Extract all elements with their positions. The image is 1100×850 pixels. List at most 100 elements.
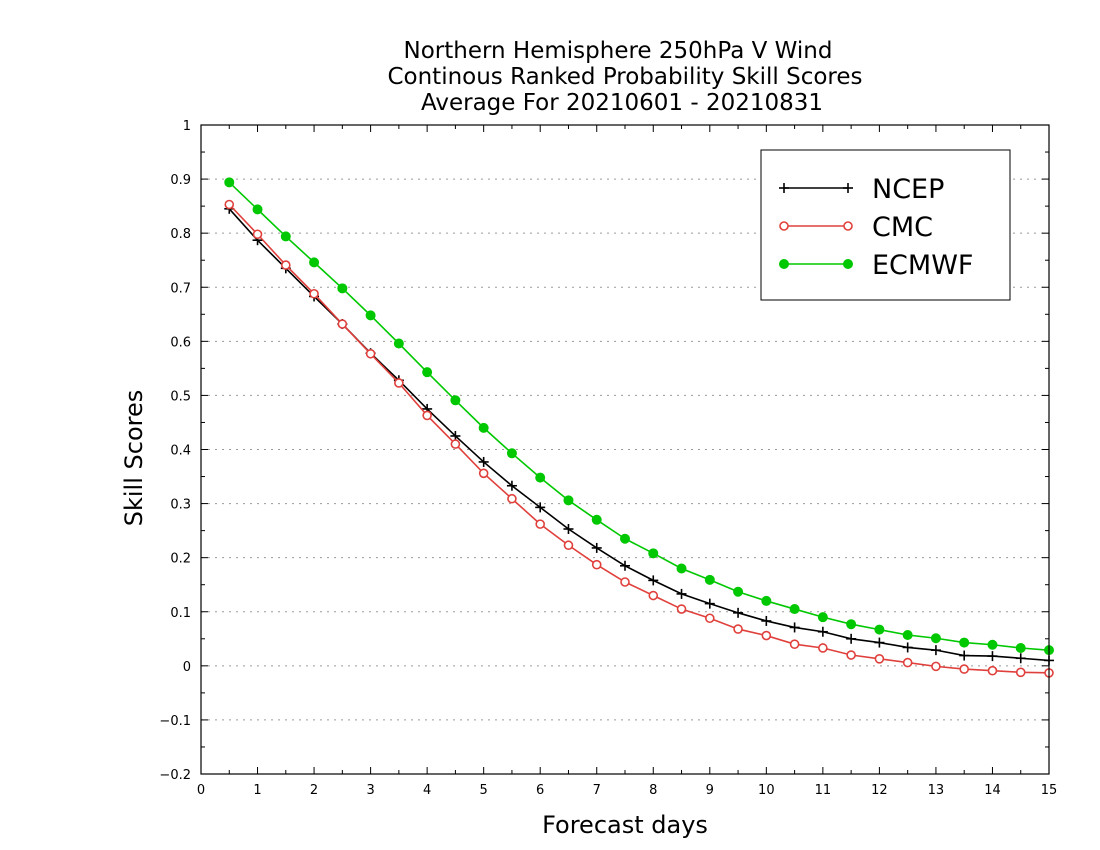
data-point-cmc xyxy=(252,229,263,240)
x-tick-label: 12 xyxy=(871,783,888,798)
data-point-ecmwf xyxy=(591,514,602,525)
data-series xyxy=(224,177,1054,678)
data-point-cmc xyxy=(818,643,828,653)
data-point-cmc xyxy=(789,639,800,650)
data-point-cmc xyxy=(337,319,348,329)
data-point-cmc xyxy=(478,468,489,479)
series-cmc xyxy=(224,199,1054,678)
data-point-ncep xyxy=(648,575,659,586)
data-point-ncep xyxy=(591,542,602,553)
y-tick-label: 0.6 xyxy=(170,335,191,350)
x-tick-label: 7 xyxy=(593,783,601,798)
data-point-cmc xyxy=(591,559,602,570)
data-point-ecmwf xyxy=(478,422,489,433)
x-tick-label: 3 xyxy=(366,783,374,798)
y-tick-label: 0.3 xyxy=(170,498,191,513)
data-point-ecmwf xyxy=(337,283,348,294)
data-point-cmc xyxy=(902,657,913,668)
data-point-ecmwf xyxy=(224,177,235,188)
y-tick-label: 0.1 xyxy=(170,606,191,621)
y-tick-label: −0.1 xyxy=(159,714,191,729)
title-line-1: Northern Hemisphere 250hPa V Wind xyxy=(404,38,833,64)
data-point-cmc xyxy=(874,654,885,664)
data-point-ncep xyxy=(846,633,857,644)
chart-title: Northern Hemisphere 250hPa V Wind Contin… xyxy=(387,38,862,116)
x-tick-label: 9 xyxy=(706,783,714,798)
x-tick-label: 11 xyxy=(815,783,832,798)
data-point-cmc xyxy=(676,604,687,614)
y-tick-label: 0.5 xyxy=(170,389,191,404)
data-point-ecmwf xyxy=(506,448,517,459)
data-point-ecmwf xyxy=(930,633,941,644)
data-point-ecmwf xyxy=(761,595,772,606)
data-point-cmc xyxy=(1015,667,1026,678)
data-point-ecmwf xyxy=(563,495,574,506)
data-point-ecmwf xyxy=(902,630,913,641)
x-axis-label: Forecast days xyxy=(542,811,708,839)
x-tick-label: 6 xyxy=(536,783,544,798)
legend-marker xyxy=(779,183,789,193)
y-tick-label: 0.2 xyxy=(170,552,191,567)
y-tick-label: 0.7 xyxy=(170,281,191,296)
data-point-cmc xyxy=(959,664,970,674)
x-tick-label: 14 xyxy=(984,783,1001,798)
data-point-ecmwf xyxy=(252,204,263,215)
data-point-ecmwf xyxy=(535,472,546,483)
y-tick-label: 0.4 xyxy=(170,444,191,459)
data-point-ecmwf xyxy=(450,395,461,406)
y-tick-label: −0.2 xyxy=(159,768,191,783)
data-point-ecmwf xyxy=(817,612,828,623)
legend-marker xyxy=(779,259,789,269)
data-point-ncep xyxy=(704,598,715,609)
data-point-cmc xyxy=(450,439,461,449)
data-point-cmc xyxy=(931,661,941,672)
y-axis-label: Skill Scores xyxy=(120,390,148,527)
x-tick-label: 0 xyxy=(197,783,205,798)
x-tick-label: 8 xyxy=(649,783,657,798)
data-point-cmc xyxy=(704,613,715,624)
x-tick-label: 10 xyxy=(758,783,775,798)
data-point-cmc xyxy=(309,288,319,299)
data-point-ncep xyxy=(987,651,998,662)
data-point-ecmwf xyxy=(1015,642,1026,653)
x-tick-label: 1 xyxy=(253,783,261,798)
data-point-ncep xyxy=(506,480,517,491)
gridlines xyxy=(201,178,1049,721)
tick-labels: −0.2−0.100.10.20.30.40.50.60.70.80.910 1 2… xyxy=(159,119,1057,798)
y-tick-label: 1 xyxy=(183,119,191,134)
data-point-cmc xyxy=(422,410,432,421)
data-point-ecmwf xyxy=(789,604,800,615)
data-point-ecmwf xyxy=(620,533,630,544)
data-point-cmc xyxy=(846,650,856,660)
data-point-ncep xyxy=(733,607,744,618)
data-point-ecmwf xyxy=(676,563,687,574)
legend-marker xyxy=(843,183,853,193)
x-tick-label: 15 xyxy=(1041,783,1058,798)
data-point-cmc xyxy=(507,493,517,504)
title-line-2: Continous Ranked Probability Skill Score… xyxy=(387,64,862,90)
x-tick-label: 5 xyxy=(480,783,488,798)
legend: NCEP CMC ECMWF xyxy=(760,149,1011,301)
data-point-ncep xyxy=(959,650,970,661)
data-point-cmc xyxy=(733,624,743,634)
legend-item-ecmwf: ECMWF xyxy=(779,250,973,281)
data-point-ncep xyxy=(874,637,885,648)
legend-marker xyxy=(843,221,853,231)
data-point-cmc xyxy=(394,378,404,388)
data-point-ncep xyxy=(761,615,772,626)
data-point-cmc xyxy=(280,260,291,270)
data-point-cmc xyxy=(535,519,546,529)
legend-marker xyxy=(843,259,853,269)
data-point-cmc xyxy=(620,577,630,587)
y-tick-label: 0.9 xyxy=(170,173,191,188)
x-tick-label: 2 xyxy=(310,783,318,798)
x-tick-label: 4 xyxy=(423,783,431,798)
legend-label-cmc: CMC xyxy=(872,212,933,243)
data-point-ecmwf xyxy=(422,367,433,378)
data-point-cmc xyxy=(987,665,998,676)
data-point-ncep xyxy=(535,502,546,513)
data-point-ncep xyxy=(789,622,800,633)
data-point-cmc xyxy=(563,540,574,551)
data-point-ncep xyxy=(478,456,489,467)
